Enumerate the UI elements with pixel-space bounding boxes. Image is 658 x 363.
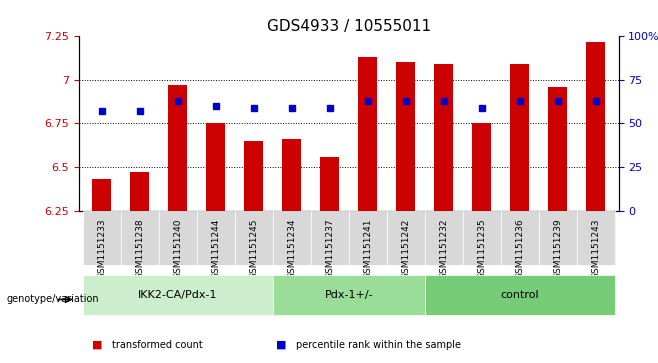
- FancyBboxPatch shape: [349, 211, 387, 265]
- Text: GSM1151232: GSM1151232: [440, 219, 448, 279]
- FancyBboxPatch shape: [387, 211, 424, 265]
- Bar: [548, 87, 567, 211]
- Text: GSM1151240: GSM1151240: [173, 219, 182, 279]
- FancyBboxPatch shape: [121, 211, 159, 265]
- Text: GSM1151234: GSM1151234: [288, 219, 296, 279]
- Text: GSM1151238: GSM1151238: [136, 219, 144, 280]
- Bar: [320, 156, 340, 211]
- FancyBboxPatch shape: [501, 211, 539, 265]
- Text: GSM1151244: GSM1151244: [211, 219, 220, 279]
- Bar: [358, 57, 377, 211]
- FancyBboxPatch shape: [311, 211, 349, 265]
- Text: GSM1151243: GSM1151243: [592, 219, 600, 279]
- Bar: [510, 64, 529, 211]
- Bar: [206, 123, 225, 211]
- Text: GSM1151245: GSM1151245: [249, 219, 258, 279]
- Text: Pdx-1+/-: Pdx-1+/-: [324, 290, 373, 300]
- FancyBboxPatch shape: [83, 274, 273, 315]
- Bar: [586, 41, 605, 211]
- Text: GSM1151236: GSM1151236: [515, 219, 524, 280]
- FancyBboxPatch shape: [539, 211, 576, 265]
- FancyBboxPatch shape: [197, 211, 235, 265]
- Text: GSM1151233: GSM1151233: [97, 219, 106, 280]
- FancyBboxPatch shape: [424, 274, 615, 315]
- FancyBboxPatch shape: [235, 211, 273, 265]
- Bar: [92, 179, 111, 211]
- Bar: [396, 62, 415, 211]
- Text: ■: ■: [92, 340, 103, 350]
- Bar: [130, 172, 149, 211]
- Title: GDS4933 / 10555011: GDS4933 / 10555011: [266, 19, 431, 34]
- Text: GSM1151241: GSM1151241: [363, 219, 372, 279]
- Text: GSM1151235: GSM1151235: [477, 219, 486, 280]
- FancyBboxPatch shape: [159, 211, 197, 265]
- Bar: [472, 123, 492, 211]
- Text: GSM1151237: GSM1151237: [325, 219, 334, 280]
- Text: transformed count: transformed count: [112, 340, 203, 350]
- FancyBboxPatch shape: [576, 211, 615, 265]
- FancyBboxPatch shape: [424, 211, 463, 265]
- FancyBboxPatch shape: [83, 211, 121, 265]
- Bar: [282, 139, 301, 211]
- Bar: [244, 141, 263, 211]
- Bar: [434, 64, 453, 211]
- Bar: [168, 85, 188, 211]
- Text: ■: ■: [276, 340, 287, 350]
- Text: genotype/variation: genotype/variation: [7, 294, 99, 305]
- Text: control: control: [501, 290, 539, 300]
- Text: GSM1151239: GSM1151239: [553, 219, 562, 280]
- Text: IKK2-CA/Pdx-1: IKK2-CA/Pdx-1: [138, 290, 218, 300]
- FancyBboxPatch shape: [273, 211, 311, 265]
- FancyBboxPatch shape: [273, 274, 424, 315]
- Text: percentile rank within the sample: percentile rank within the sample: [296, 340, 461, 350]
- FancyBboxPatch shape: [463, 211, 501, 265]
- Text: GSM1151242: GSM1151242: [401, 219, 410, 279]
